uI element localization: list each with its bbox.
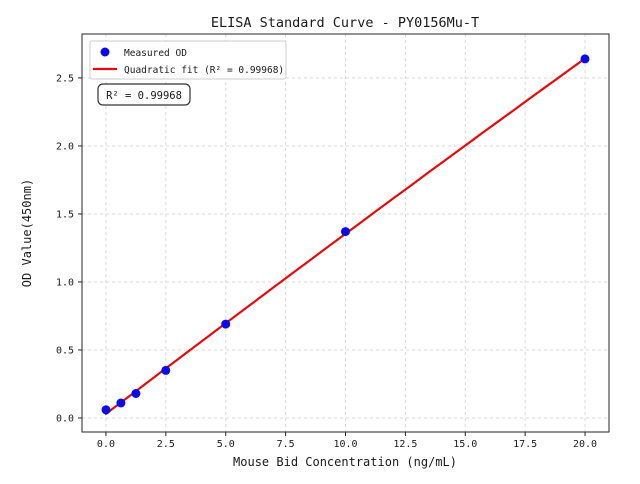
x-tick-label: 10.0 xyxy=(333,439,357,450)
data-point xyxy=(221,319,231,329)
x-tick-label: 0.0 xyxy=(97,439,115,450)
y-tick-label: 2.5 xyxy=(56,73,74,84)
x-tick-label: 17.5 xyxy=(513,439,537,450)
x-tick-label: 7.5 xyxy=(277,439,295,450)
grid xyxy=(82,34,609,432)
data-point xyxy=(101,405,111,415)
legend-label-measured-od: Measured OD xyxy=(124,48,187,59)
r-squared-annotation: R² = 0.99968 xyxy=(97,83,191,106)
r-squared-annotation-box xyxy=(97,83,191,106)
x-tick-label: 5.0 xyxy=(217,439,235,450)
data-point xyxy=(341,227,350,237)
legend-label-quadratic-fit: Quadratic fit (R² = 0.99968) xyxy=(124,65,284,76)
legend-entry-quadratic-fit: Quadratic fit (R² = 0.99968) xyxy=(93,65,284,76)
x-tick-label: 15.0 xyxy=(453,439,477,450)
data-points xyxy=(101,54,590,415)
legend-box xyxy=(89,40,287,80)
x-tick-label: 20.0 xyxy=(573,439,597,450)
data-point xyxy=(161,365,171,375)
y-tick-label: 0.0 xyxy=(56,413,74,424)
x-ticks: 0.0 2.5 5.0 7.5 10.0 12.5 15.0 17.5 20.0 xyxy=(97,432,597,450)
x-tick-label: 2.5 xyxy=(157,439,175,450)
y-axis-label: OD Value(450nm) xyxy=(20,179,34,287)
y-ticks: 0.0 0.5 1.0 1.5 2.0 2.5 xyxy=(56,73,82,424)
data-point xyxy=(131,389,141,398)
data-point xyxy=(580,54,590,64)
y-tick-label: 1.5 xyxy=(56,209,74,220)
y-tick-label: 0.5 xyxy=(56,345,74,356)
chart-title: ELISA Standard Curve - PY0156Mu-T xyxy=(211,15,479,31)
legend-entry-measured-od: Measured OD xyxy=(100,47,187,59)
y-tick-label: 1.0 xyxy=(56,277,74,288)
legend-dot-marker-icon xyxy=(100,47,110,57)
x-tick-label: 12.5 xyxy=(393,439,417,450)
r-squared-annotation-text: R² = 0.99968 xyxy=(106,90,182,102)
legend: Measured OD Quadratic fit (R² = 0.99968) xyxy=(89,40,287,80)
data-point xyxy=(116,398,126,408)
x-axis-label: Mouse Bid Concentration (ng/mL) xyxy=(233,455,457,469)
y-tick-label: 2.0 xyxy=(56,141,74,152)
